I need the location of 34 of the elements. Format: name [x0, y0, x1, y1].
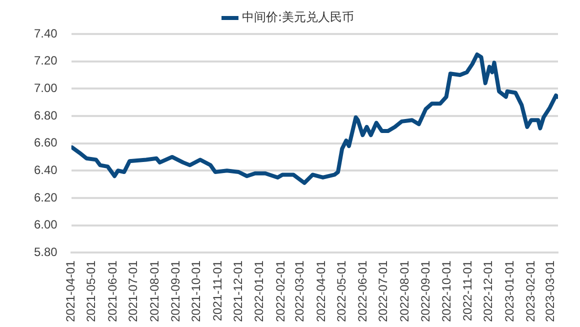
x-tick-label: 2021-10-01 — [189, 260, 204, 322]
x-tick-label: 2023-01-01 — [502, 260, 516, 322]
x-tick-label: 2021-07-01 — [126, 260, 140, 322]
x-tick-label: 2022-10-01 — [439, 260, 454, 322]
x-tick-label: 2021-11-01 — [210, 260, 224, 322]
x-tick-label: 2021-08-01 — [147, 260, 162, 322]
y-tick-label: 6.80 — [34, 108, 58, 122]
x-tick-label: 2021-05-01 — [84, 260, 98, 322]
legend-label: 中间价:美元兑人民币 — [242, 10, 354, 24]
x-tick-label: 2021-12-01 — [230, 260, 245, 322]
x-tick-label: 2022-12-01 — [481, 260, 496, 322]
x-tick-label: 2022-11-01 — [460, 260, 475, 322]
y-tick-label: 6.40 — [34, 162, 58, 177]
y-tick-label: 6.20 — [34, 190, 58, 204]
y-tick-label: 7.00 — [34, 80, 58, 95]
x-tick-label: 2022-07-01 — [376, 260, 390, 322]
x-tick-label: 2022-03-01 — [292, 260, 307, 322]
x-tick-label: 2023-03-01 — [542, 260, 557, 322]
x-tick-label: 2022-01-01 — [252, 260, 266, 322]
x-tick-label: 2021-09-01 — [168, 260, 183, 322]
x-tick-label: 2022-05-01 — [334, 260, 348, 322]
x-tick-label: 2022-08-01 — [397, 260, 412, 322]
y-tick-label: 7.20 — [34, 54, 58, 68]
x-tick-label: 2021-06-01 — [105, 260, 120, 322]
x-tick-label: 2022-06-01 — [356, 260, 370, 322]
y-tick-label: 6.60 — [34, 136, 58, 150]
y-tick-label: 6.00 — [34, 218, 58, 232]
y-tick-label: 5.80 — [34, 244, 58, 259]
x-tick-label: 2023-02-01 — [524, 260, 538, 322]
x-tick-label: 2022-02-01 — [273, 260, 288, 322]
x-tick-label: 2021-04-01 — [64, 260, 78, 322]
y-tick-label: 7.40 — [34, 26, 58, 40]
x-tick-label: 2022-04-01 — [314, 260, 328, 322]
x-tick-label: 2022-09-01 — [418, 260, 433, 322]
